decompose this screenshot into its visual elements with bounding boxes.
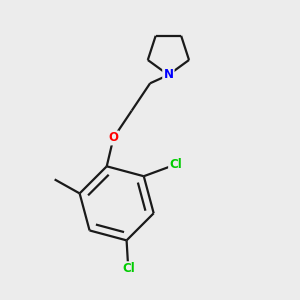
Text: Cl: Cl	[122, 262, 135, 275]
Text: N: N	[164, 68, 173, 82]
Text: O: O	[108, 131, 118, 145]
Text: N: N	[164, 68, 173, 82]
Text: Cl: Cl	[169, 158, 182, 171]
